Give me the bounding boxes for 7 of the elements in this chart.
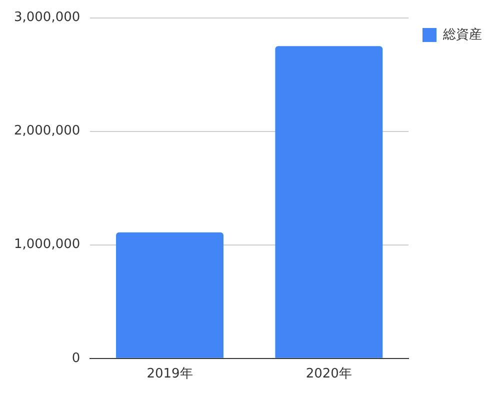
y-tick-label: 0	[72, 350, 80, 366]
y-tick-label: 3,000,000	[14, 10, 80, 26]
x-tick-label: 2019年	[146, 366, 193, 382]
y-tick-label: 2,000,000	[14, 124, 80, 139]
legend-label: 総資産	[442, 26, 482, 42]
y-tick-label: 1,000,000	[14, 237, 80, 252]
x-tick-label: 2020年	[306, 366, 352, 382]
